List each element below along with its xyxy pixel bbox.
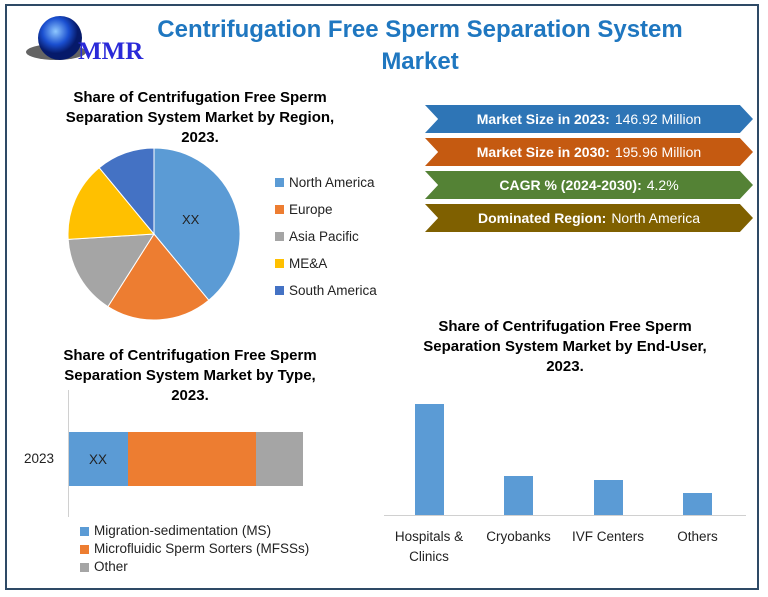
legend-swatch <box>275 178 284 187</box>
logo-text: MMR <box>78 38 144 65</box>
type-bar-segment-migration-sedimentation-ms <box>69 432 128 486</box>
legend-item-other: Other <box>80 558 309 576</box>
region-chart-title: Share of Centrifugation Free Sperm Separ… <box>65 89 335 146</box>
page-title: Centrifugation Free Sperm Separation Sys… <box>157 16 683 75</box>
legend-item-asia-pacific: Asia Pacific <box>275 223 377 250</box>
stat-label: Dominated Region: <box>477 210 607 226</box>
pie-slice-me-a <box>67 167 156 240</box>
enduser-bar-cryobanks <box>504 476 533 515</box>
enduser-category-label: Others <box>677 529 718 544</box>
stat-value: North America <box>611 210 701 226</box>
legend-swatch <box>275 286 284 295</box>
type-legend: Migration-sedimentation (MS) Microfluidic… <box>80 522 309 576</box>
stat-label: CAGR % (2024-2030): <box>499 177 642 193</box>
legend-label: South America <box>289 283 377 298</box>
legend-label: Other <box>94 559 128 574</box>
legend-label: Microfluidic Sperm Sorters (MFSSs) <box>94 541 310 556</box>
legend-item-south-america: South America <box>275 277 377 304</box>
type-category-label: 2023 <box>24 451 55 466</box>
legend-label: Migration-sedimentation (MS) <box>94 523 272 538</box>
pie-slice-south-america <box>98 147 155 236</box>
legend-label: ME&A <box>289 256 328 271</box>
pie-slice-north-america <box>153 147 241 301</box>
globe-logo-icon <box>26 16 86 60</box>
stat-banner-1: Market Size in 2030: 195.96 Million <box>425 138 753 166</box>
pie-slice-asia-pacific <box>67 233 155 308</box>
enduser-bar-ivf-centers <box>593 480 623 515</box>
logo: MMR <box>14 10 154 70</box>
stat-value: 195.96 Million <box>614 144 702 160</box>
legend-label: Europe <box>289 202 333 217</box>
stat-value: 146.92 Million <box>614 111 702 127</box>
enduser-category-label: Cryobanks <box>486 529 551 544</box>
type-bar-segment-other <box>256 432 303 486</box>
enduser-axis-line <box>384 515 746 516</box>
enduser-bar-hospitals-clinics <box>414 404 444 515</box>
type-bar-segment-microfluidic-sperm-sorters-mfsss <box>127 432 257 486</box>
frame <box>5 4 759 590</box>
legend-swatch <box>275 205 284 214</box>
legend-item-north-america: North America <box>275 169 377 196</box>
legend-label: Asia Pacific <box>289 229 359 244</box>
stat-label: Market Size in 2023: <box>476 111 610 127</box>
pie-slice-europe <box>107 233 210 321</box>
legend-label: North America <box>289 175 375 190</box>
legend-swatch <box>275 232 284 241</box>
stat-value: 4.2% <box>646 177 679 193</box>
legend-swatch <box>80 526 89 536</box>
legend-swatch <box>80 544 89 554</box>
legend-item-me-a: ME&A <box>275 250 377 277</box>
enduser-category-label: IVF Centers <box>571 529 645 544</box>
stat-banner-0: Market Size in 2023: 146.92 Million <box>425 105 753 133</box>
legend-item-microfluidic-sperm-sorters-mfsss: Microfluidic Sperm Sorters (MFSSs) <box>80 540 309 558</box>
type-chart-title: Share of Centrifugation Free Sperm Separ… <box>63 347 317 404</box>
legend-item-migration-sedimentation-ms: Migration-sedimentation (MS) <box>80 522 309 540</box>
stat-banner-3: Dominated Region: North America <box>425 204 753 232</box>
region-pie-chart: XX <box>67 147 241 321</box>
legend-swatch <box>80 562 89 572</box>
stat-banner-2: CAGR % (2024-2030): 4.2% <box>425 171 753 199</box>
type-axis-line <box>68 390 69 517</box>
pie-data-label: XX <box>182 212 200 227</box>
enduser-bar-others <box>683 493 712 515</box>
legend-swatch <box>275 259 284 268</box>
region-legend: North America Europe Asia Pacific ME&A South… <box>275 169 377 304</box>
type-data-label: XX <box>89 452 108 467</box>
enduser-chart-title: Share of Centrifugation Free Sperm Separ… <box>423 318 707 375</box>
legend-item-europe: Europe <box>275 196 377 223</box>
stat-label: Market Size in 2030: <box>476 144 610 160</box>
enduser-category-label: Hospitals & Clinics <box>394 529 464 564</box>
